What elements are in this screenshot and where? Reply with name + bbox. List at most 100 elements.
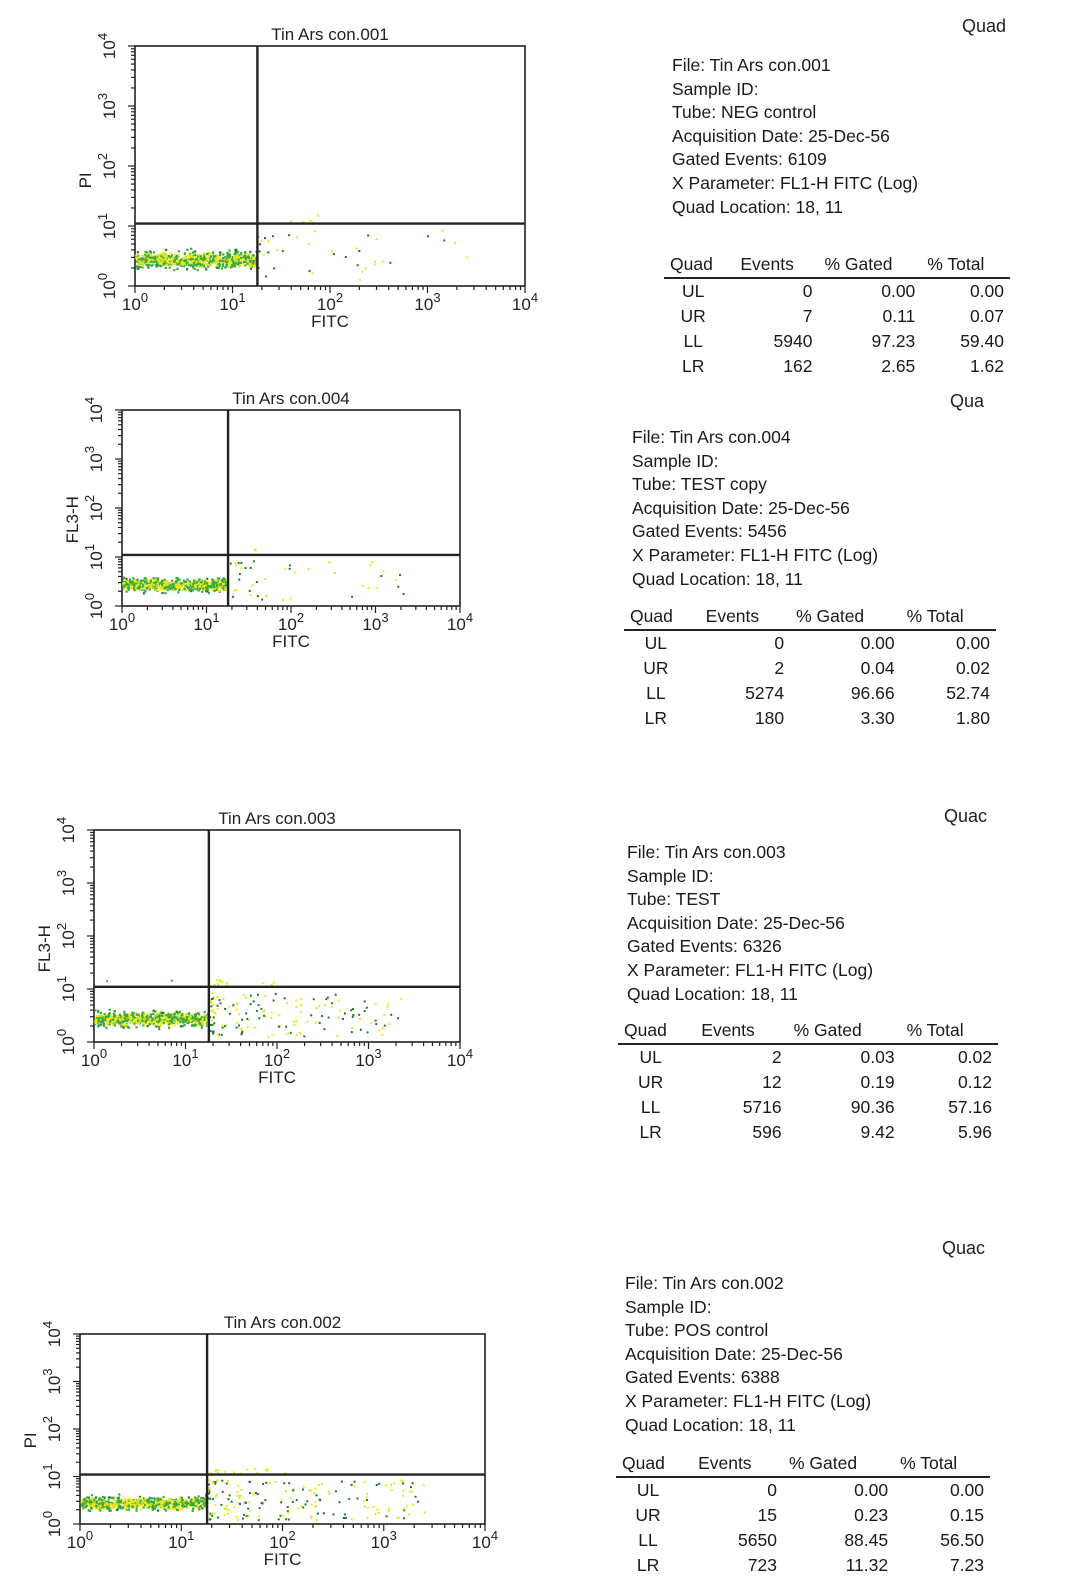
gated-cell: 0.00: [854, 1480, 889, 1500]
data-point: [169, 256, 172, 259]
data-point: [165, 263, 169, 267]
y-tick-label: 102: [82, 495, 106, 521]
data-point: [251, 254, 254, 257]
data-point: [165, 254, 168, 258]
data-point: [426, 235, 429, 238]
data-point: [276, 249, 279, 252]
data-point: [211, 1514, 214, 1517]
data-point: [112, 1502, 116, 1505]
data-point: [91, 1498, 95, 1501]
data-point: [229, 562, 232, 565]
data-point: [374, 1002, 377, 1005]
data-point: [286, 1506, 289, 1509]
data-point: [131, 581, 134, 584]
data-point: [334, 993, 337, 996]
data-point: [234, 260, 237, 264]
total-cell: 0.00: [955, 633, 990, 653]
data-point: [210, 1000, 213, 1003]
data-point: [91, 1499, 94, 1502]
y-axis-label: PI: [21, 1432, 40, 1448]
data-point: [104, 1015, 108, 1019]
data-point: [112, 1019, 115, 1023]
data-point: [225, 1507, 228, 1510]
data-point: [120, 1498, 123, 1501]
gated-cell: 96.66: [850, 683, 895, 703]
data-point: [217, 588, 220, 591]
data-point: [214, 1012, 217, 1015]
data-point: [365, 1498, 368, 1501]
data-point: [188, 580, 191, 583]
data-point: [178, 262, 181, 265]
data-point: [82, 1506, 85, 1509]
data-point: [141, 1013, 144, 1016]
data-point: [182, 1500, 185, 1503]
data-point: [207, 256, 210, 260]
data-point: [221, 260, 225, 264]
data-point: [423, 1511, 426, 1514]
data-point: [164, 252, 167, 256]
data-point: [148, 1504, 151, 1507]
data-point: [246, 262, 249, 265]
data-point: [267, 1035, 270, 1038]
data-point: [323, 1028, 326, 1031]
data-point: [193, 580, 196, 583]
data-point: [124, 1498, 127, 1501]
data-point: [282, 1514, 285, 1517]
data-point: [86, 1498, 89, 1501]
data-point: [160, 1024, 163, 1027]
data-point: [309, 219, 312, 222]
data-point: [344, 1516, 347, 1519]
data-point: [294, 571, 297, 574]
data-point: [108, 1014, 111, 1017]
data-point: [146, 255, 149, 258]
data-point: [200, 1496, 203, 1500]
data-point: [295, 1005, 298, 1008]
data-point: [115, 1017, 118, 1020]
data-point: [176, 577, 179, 580]
data-point: [122, 1019, 125, 1022]
data-point: [322, 1512, 325, 1515]
data-point: [290, 220, 293, 223]
data-point: [318, 1498, 321, 1501]
data-point: [136, 1015, 139, 1019]
data-point: [224, 587, 227, 591]
data-point: [173, 587, 177, 590]
data-point: [129, 1504, 132, 1507]
data-point: [369, 1022, 372, 1025]
data-point: [240, 254, 243, 257]
data-point: [203, 581, 206, 585]
data-point: [166, 588, 169, 592]
data-point: [185, 1502, 189, 1506]
data-point: [157, 1020, 160, 1023]
data-point: [179, 1502, 183, 1505]
data-point: [251, 262, 254, 265]
col-quad: Quad: [616, 1453, 693, 1478]
data-point: [98, 1503, 101, 1507]
data-point: [82, 1503, 85, 1506]
data-point: [135, 1013, 138, 1016]
data-point: [343, 1513, 346, 1516]
data-point: [227, 1509, 230, 1512]
data-point: [123, 1013, 126, 1016]
data-point: [148, 1018, 151, 1022]
data-point: [151, 585, 154, 588]
data-point: [190, 1504, 193, 1507]
quad-header: Qua: [950, 391, 985, 411]
data-point: [176, 578, 179, 581]
data-point: [203, 256, 206, 259]
data-point: [205, 590, 208, 593]
x-tick-label: 101: [168, 1528, 194, 1552]
data-point: [358, 279, 361, 282]
data-point: [187, 263, 191, 267]
data-point: [105, 1026, 108, 1030]
data-point: [216, 983, 219, 986]
data-point: [164, 257, 168, 260]
events-cell: 2: [771, 1047, 782, 1067]
data-point: [140, 588, 143, 591]
data-point: [139, 1500, 142, 1503]
data-point: [109, 1015, 113, 1018]
data-point: [122, 585, 125, 589]
data-point: [214, 258, 217, 261]
data-point: [174, 253, 177, 256]
